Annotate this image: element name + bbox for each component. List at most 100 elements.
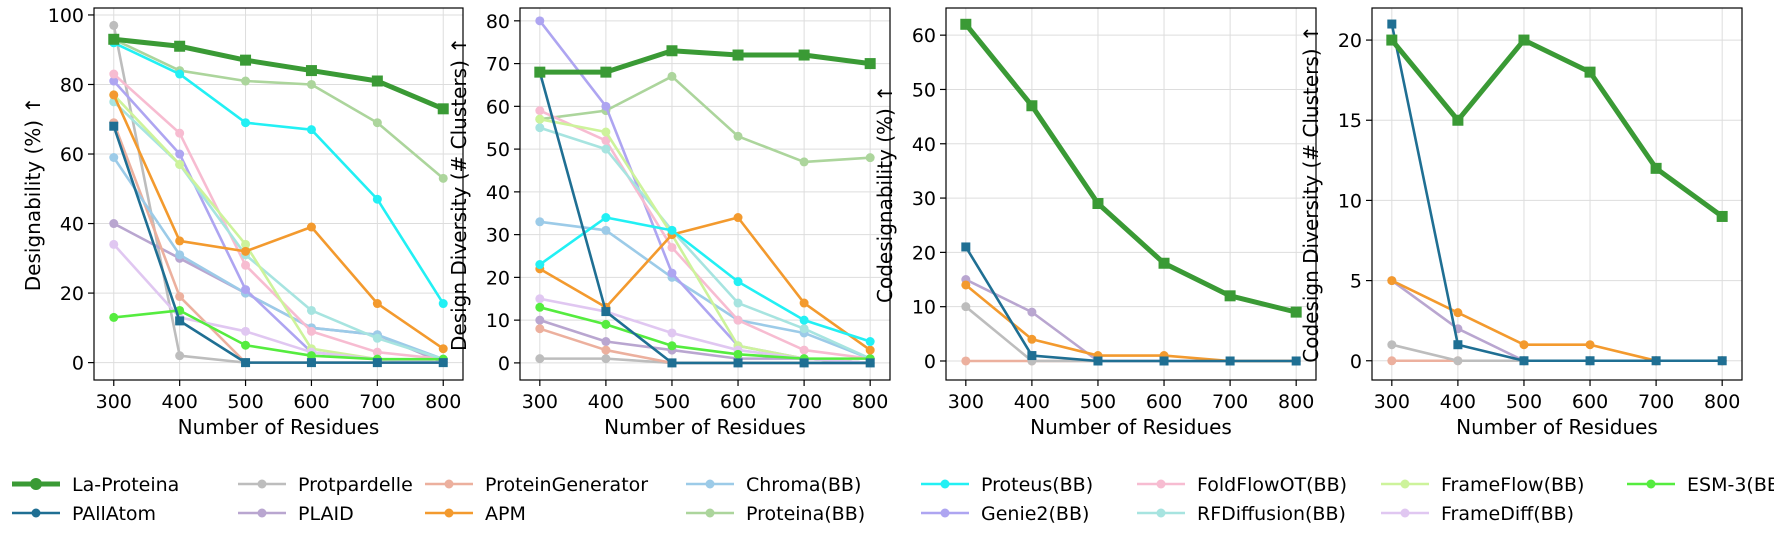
data-point bbox=[960, 18, 972, 30]
data-point bbox=[601, 225, 611, 235]
legend-item-chroma-bb: Chroma(BB) bbox=[686, 474, 861, 496]
legend-swatch-marker bbox=[257, 479, 267, 489]
data-point bbox=[601, 213, 611, 223]
data-point bbox=[175, 69, 185, 79]
data-point bbox=[535, 315, 545, 325]
data-point bbox=[306, 125, 316, 135]
y-tick-label: 0 bbox=[924, 351, 936, 373]
data-point bbox=[667, 242, 677, 252]
data-point bbox=[108, 33, 120, 45]
y-tick-label: 50 bbox=[912, 79, 936, 101]
x-tick-label: 600 bbox=[1146, 391, 1182, 413]
data-point bbox=[109, 76, 119, 86]
data-point bbox=[601, 354, 611, 364]
y-tick-label: 30 bbox=[912, 188, 936, 210]
series-line bbox=[539, 216, 871, 343]
data-point bbox=[799, 324, 809, 334]
legend-label: FrameFlow(BB) bbox=[1441, 474, 1584, 496]
data-point bbox=[1519, 356, 1529, 366]
data-point bbox=[438, 344, 448, 354]
x-tick-label: 800 bbox=[1704, 391, 1740, 413]
data-point bbox=[1224, 290, 1236, 302]
series-proteus-bb bbox=[535, 213, 875, 347]
data-point bbox=[535, 302, 545, 312]
series-line bbox=[113, 38, 445, 180]
data-point bbox=[109, 121, 119, 131]
data-point bbox=[1716, 210, 1728, 222]
data-point bbox=[241, 326, 251, 336]
x-tick-label: 800 bbox=[1278, 391, 1314, 413]
data-point bbox=[864, 58, 876, 70]
data-point bbox=[961, 242, 971, 252]
series-proteina-bb bbox=[109, 34, 448, 183]
data-point bbox=[241, 358, 251, 368]
series-line bbox=[964, 305, 1297, 363]
data-point bbox=[732, 49, 744, 61]
x-tick-label: 400 bbox=[588, 391, 624, 413]
legend-label: Proteina(BB) bbox=[746, 503, 865, 525]
data-point bbox=[109, 239, 119, 249]
data-point bbox=[961, 302, 971, 312]
data-point bbox=[667, 71, 677, 81]
data-point bbox=[535, 260, 545, 270]
x-tick-label: 300 bbox=[96, 391, 132, 413]
data-point bbox=[1026, 100, 1038, 112]
legend-swatch-marker bbox=[257, 508, 267, 518]
data-point bbox=[175, 250, 185, 260]
data-point bbox=[1452, 114, 1464, 126]
y-tick-label: 20 bbox=[1338, 30, 1362, 52]
x-tick-label: 400 bbox=[1440, 391, 1476, 413]
data-point bbox=[175, 292, 185, 302]
legend-item-proteina-bb: Proteina(BB) bbox=[686, 503, 865, 525]
data-point bbox=[306, 79, 316, 89]
data-point bbox=[799, 157, 809, 167]
data-point bbox=[306, 351, 316, 361]
x-tick-label: 400 bbox=[162, 391, 198, 413]
plot-frame bbox=[519, 7, 891, 381]
data-point bbox=[667, 328, 677, 338]
data-point bbox=[437, 103, 449, 115]
data-point bbox=[241, 246, 251, 256]
data-point bbox=[601, 345, 611, 355]
y-axis-label: Codesign Diversity (# Clusters) ↑ bbox=[1299, 25, 1323, 362]
data-point bbox=[175, 159, 185, 169]
data-point bbox=[601, 136, 611, 146]
series-pallatom bbox=[109, 121, 448, 368]
x-axis-label: Number of Residues bbox=[1030, 415, 1232, 439]
data-point bbox=[109, 90, 119, 100]
data-point bbox=[799, 345, 809, 355]
legend-label: Proteus(BB) bbox=[981, 474, 1093, 496]
series-line bbox=[112, 243, 444, 364]
legend-item-esm-3-bb: ESM-3(BB) bbox=[1627, 474, 1774, 496]
y-tick-label: 80 bbox=[486, 11, 510, 33]
x-axis-label: Number of Residues bbox=[1456, 415, 1658, 439]
y-axis-label: Design Diversity (# Clusters) ↑ bbox=[447, 37, 471, 351]
data-point bbox=[306, 222, 316, 232]
legend-item-foldflowot-bb: FoldFlowOT(BB) bbox=[1137, 474, 1347, 496]
series-line bbox=[538, 71, 871, 365]
legend-item-proteus-bb: Proteus(BB) bbox=[921, 474, 1093, 496]
x-tick-label: 500 bbox=[1080, 391, 1116, 413]
data-point bbox=[1386, 34, 1398, 46]
data-point bbox=[535, 114, 545, 124]
x-tick-label: 700 bbox=[1638, 391, 1674, 413]
legend-swatch-marker bbox=[705, 479, 715, 489]
data-point bbox=[175, 351, 185, 361]
y-tick-label: 15 bbox=[1338, 110, 1362, 132]
x-tick-label: 700 bbox=[359, 391, 395, 413]
x-tick-label: 600 bbox=[1572, 391, 1608, 413]
y-tick-label: 10 bbox=[912, 297, 936, 319]
series-line bbox=[1390, 23, 1723, 363]
data-point bbox=[1291, 356, 1301, 366]
series-line bbox=[1391, 279, 1723, 363]
series-la-proteina bbox=[534, 45, 876, 78]
data-point bbox=[601, 319, 611, 329]
series-line bbox=[539, 216, 871, 352]
y-tick-label: 40 bbox=[486, 182, 510, 204]
series-line bbox=[539, 109, 871, 360]
y-tick-label: 30 bbox=[486, 225, 510, 247]
x-tick-label: 500 bbox=[1506, 391, 1542, 413]
x-tick-label: 800 bbox=[425, 391, 461, 413]
y-tick-label: 10 bbox=[1338, 190, 1362, 212]
data-point bbox=[1027, 351, 1037, 361]
